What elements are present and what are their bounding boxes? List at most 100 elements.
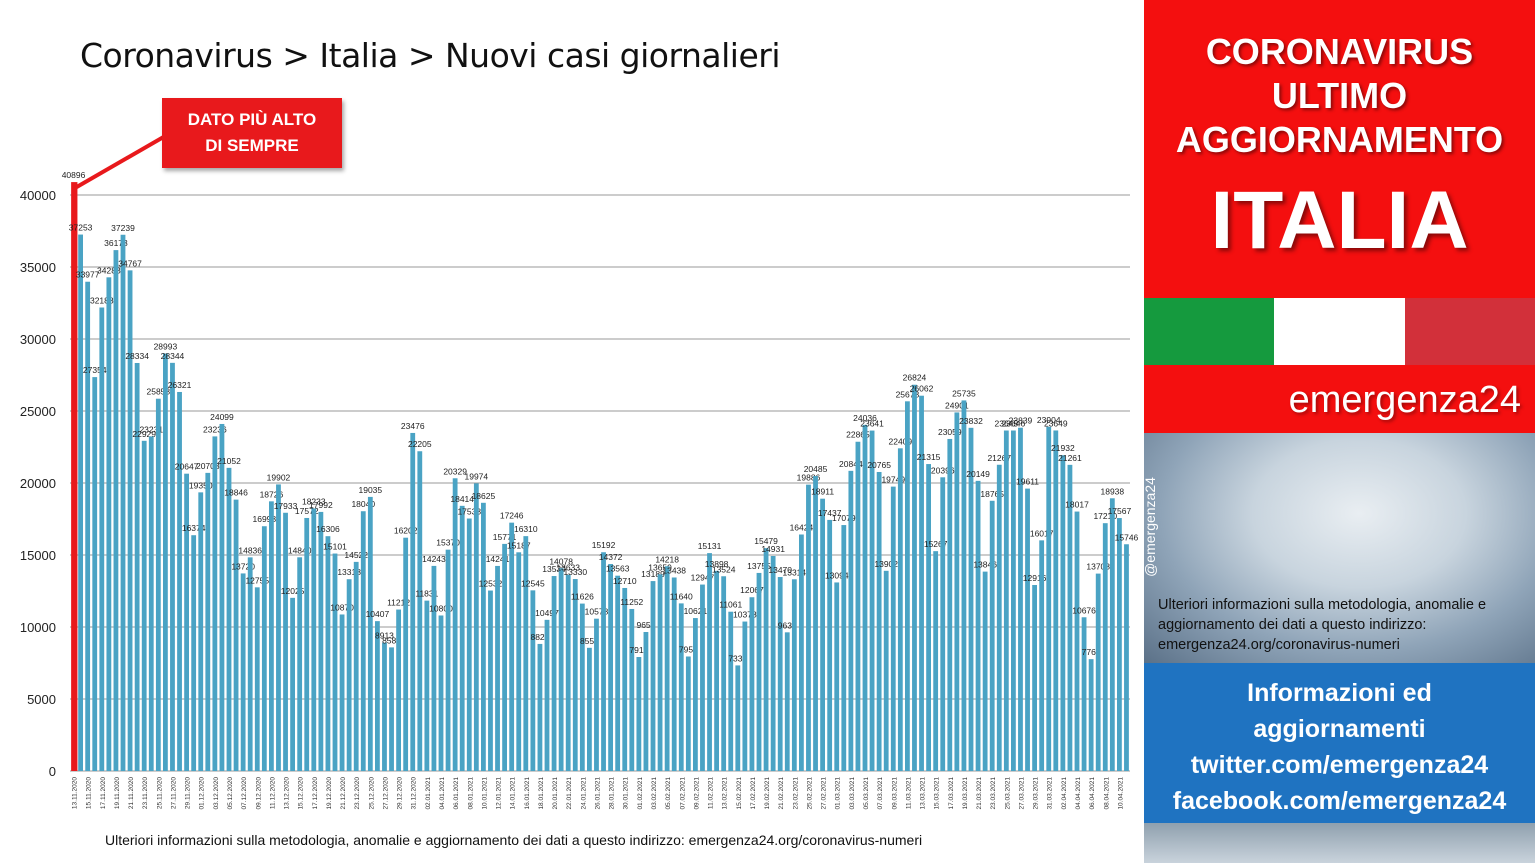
bar: [728, 611, 734, 771]
bar: [798, 534, 804, 771]
x-tick-label: 23.02.2021: [792, 777, 799, 810]
x-tick-label: 13.12.2020: [284, 777, 291, 810]
data-label: 17246: [500, 511, 524, 521]
x-tick-label: 21.03.2021: [976, 777, 983, 810]
data-label: 15192: [592, 540, 616, 550]
bar: [127, 270, 133, 771]
x-tick-label: 03.12.2020: [213, 777, 220, 810]
bar: [410, 432, 416, 771]
country-name: ITALIA: [1210, 175, 1469, 266]
bar: [671, 577, 677, 771]
bar: [523, 536, 529, 771]
data-label: 23236: [203, 424, 227, 434]
twitter-link[interactable]: twitter.com/emergenza24: [1190, 751, 1489, 779]
data-label: 28344: [161, 351, 185, 361]
bar: [1088, 659, 1094, 771]
data-label: 20844: [839, 459, 863, 469]
bar: [721, 576, 727, 771]
flag-white-stripe: [1274, 298, 1405, 365]
bar-chart: 0 5000 10000 15000 20000 25000 30000 35000 40000…: [20, 133, 1139, 810]
x-tick-label: 21.02.2021: [778, 777, 785, 810]
bar: [968, 427, 974, 771]
bar: [749, 597, 755, 771]
bar: [134, 362, 140, 771]
bar: [198, 492, 204, 771]
x-tick-label: 08.04.2021: [1103, 777, 1110, 810]
bar: [509, 522, 515, 771]
data-label: 11252: [620, 597, 643, 607]
x-tick-label: 19.03.2021: [962, 777, 969, 810]
bar: [155, 398, 161, 771]
x-tick-label: 04.04.2021: [1075, 777, 1082, 810]
x-tick-label: 17.02.2021: [750, 777, 757, 810]
bar: [975, 480, 981, 771]
bar: [876, 471, 882, 771]
bar: [219, 423, 225, 771]
bar: [834, 582, 840, 771]
bar: [579, 603, 585, 771]
bar: [191, 535, 197, 771]
bar: [537, 643, 543, 771]
chart-title: Coronavirus > Italia > Nuovi casi giorna…: [80, 36, 781, 75]
data-label: 13470: [768, 565, 792, 575]
callout-line-1: DATO PIÙ ALTO: [187, 110, 317, 129]
facebook-link[interactable]: facebook.com/emergenza24: [1172, 787, 1507, 815]
data-label: 22929: [132, 429, 156, 439]
data-label: 22865: [846, 430, 870, 440]
x-tick-label: 17.12.2020: [312, 777, 319, 810]
y-tick-label: 30000: [20, 332, 56, 347]
x-tick-label: 25.11.2020: [156, 777, 163, 809]
bar: [1124, 544, 1129, 771]
bar: [233, 499, 239, 771]
info-text: Informazioni ed aggiornamenti twitter.co…: [1144, 675, 1535, 819]
x-tick-label: 25.03.2021: [1004, 777, 1011, 810]
data-label: 18846: [224, 488, 248, 498]
x-tick-label: 28.01.2021: [609, 777, 616, 810]
data-label: 15370: [436, 538, 460, 548]
bar: [954, 412, 960, 771]
bar: [763, 548, 769, 771]
bar: [212, 436, 218, 771]
data-label: 23839: [1009, 416, 1033, 426]
x-tick-label: 26.01.2021: [594, 777, 601, 810]
data-label: 10800: [429, 603, 453, 613]
data-label: 17437: [818, 508, 842, 518]
y-tick-label: 0: [49, 764, 56, 779]
x-tick-label: 01.12.2020: [199, 777, 206, 810]
bar: [530, 590, 536, 771]
bar: [177, 391, 182, 771]
data-label: 8585: [382, 635, 401, 645]
x-tick-label: 27.11.2020: [170, 777, 177, 809]
bar: [424, 600, 430, 771]
bar: [71, 182, 78, 771]
x-tick-label: 07.02.2021: [679, 777, 686, 810]
x-tick-label: 31.12.2020: [411, 777, 418, 810]
x-tick-label: 19.02.2021: [764, 777, 771, 810]
bar: [657, 574, 663, 771]
bar: [332, 553, 338, 771]
bar: [311, 508, 317, 771]
data-label: 13314: [783, 567, 807, 577]
data-label: 18765: [980, 489, 1004, 499]
data-label: 11640: [670, 591, 693, 601]
bar: [113, 250, 119, 772]
data-label: 8555: [580, 636, 599, 646]
flag-green-stripe: [1144, 298, 1275, 365]
header-box: CORONAVIRUS ULTIMO AGGIORNAMENTO ITALIA: [1144, 0, 1535, 298]
data-label: 19749: [881, 475, 905, 485]
x-tick-label: 29.12.2020: [397, 777, 404, 810]
data-label: 26062: [910, 384, 934, 394]
bar: [374, 621, 380, 771]
bar: [933, 551, 939, 771]
bar: [806, 484, 811, 771]
bar: [1039, 540, 1045, 771]
data-label: 12916: [1023, 573, 1047, 583]
data-label: 12025: [281, 586, 305, 596]
data-label: 7916: [629, 645, 648, 655]
data-label: 27354: [83, 365, 107, 375]
x-tick-label: 21.11.2020: [128, 777, 135, 809]
bar: [99, 307, 105, 771]
info-line-1: Informazioni ed: [1247, 679, 1432, 707]
x-tick-label: 09.12.2020: [255, 777, 262, 810]
x-tick-label: 16.01.2021: [524, 777, 531, 810]
